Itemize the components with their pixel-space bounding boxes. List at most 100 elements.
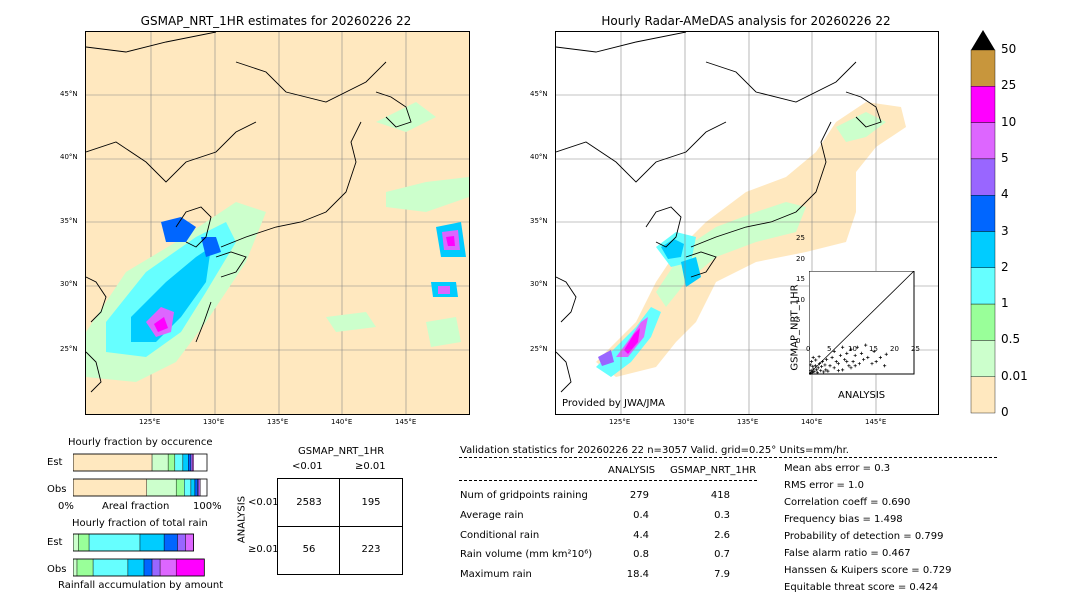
contingency-cell-hits: 223 <box>361 544 381 555</box>
stat-analysis-maximum: 18.4 <box>626 569 649 580</box>
scatter-point <box>824 368 828 372</box>
scatter-point <box>809 360 814 364</box>
colorbar-label: 5 <box>1001 150 1009 165</box>
fraction-bar-segment <box>194 478 198 497</box>
total-rain-footer: Rainfall accumulation by amount <box>58 580 224 591</box>
colorbar-label: 1 <box>1001 296 1009 311</box>
scatter-x-tick-label: 5 <box>827 345 832 353</box>
fraction-bar-segment <box>163 533 178 552</box>
scatter-point <box>819 369 823 373</box>
fraction-bar-segment <box>192 453 194 472</box>
occurrence-axis-left: 0% <box>58 501 74 512</box>
fraction-bar-segment <box>197 478 200 497</box>
scatter-point <box>830 355 834 360</box>
stat-label-conditional: Conditional rain <box>460 530 540 541</box>
left-map-title: GSMAP_NRT_1HR estimates for 20260226 22 <box>140 14 412 28</box>
radar-amedas-map[interactable]: Provided by JWA/JMA <box>555 31 939 415</box>
fraction-bar-outline <box>73 533 194 552</box>
left-lon-label-140: 140°E <box>331 418 353 426</box>
scatter-x-tick-label: 25 <box>911 345 920 353</box>
stat-analysis-conditional: 4.4 <box>633 530 649 541</box>
scatter-point <box>862 357 866 362</box>
fraction-bar-segment <box>127 558 145 577</box>
scatter-point <box>836 362 840 366</box>
scatter-point <box>857 362 861 366</box>
colorbar-swatch <box>970 376 996 414</box>
fraction-bar-segment <box>167 453 176 472</box>
occurrence-axis-right: 100% <box>193 501 222 512</box>
left-lat-label-25: 25°N <box>60 345 78 353</box>
scatter-point <box>849 347 853 351</box>
scatter-point <box>872 349 876 353</box>
left-lon-label-135: 135°E <box>267 418 289 426</box>
fraction-bar-segment <box>159 558 177 577</box>
right-lon-label-145: 145°E <box>865 418 887 426</box>
fraction-bar-segment <box>139 533 165 552</box>
occurrence-row-obs: Obs <box>47 484 67 495</box>
right-lon-label-140: 140°E <box>801 418 823 426</box>
left-lat-label-40: 40°N <box>60 153 78 161</box>
fraction-bar-segment <box>73 478 147 497</box>
fraction-bar-segment <box>190 453 193 472</box>
scatter-point <box>855 345 859 349</box>
fraction-bar-segment <box>78 533 90 552</box>
stat-gsmap-volume: 0.7 <box>714 549 730 560</box>
scatter-point <box>870 362 874 366</box>
right-lat-label-40: 40°N <box>530 153 548 161</box>
scatter-x-tick-label: 0 <box>806 345 811 353</box>
stat-label-maximum: Maximum rain <box>460 569 532 580</box>
score-frequency-bias: Frequency bias = 1.498 <box>784 514 903 525</box>
colorbar-swatch <box>970 303 996 341</box>
scatter-point <box>849 366 853 370</box>
scatter-point <box>809 371 812 375</box>
gsmap-coastlines <box>86 32 412 393</box>
scatter-point <box>853 364 857 368</box>
gsmap-map-layer <box>86 32 469 414</box>
score-rmse: RMS error = 1.0 <box>784 480 864 491</box>
fraction-occurrence-title: Hourly fraction by occurence <box>68 437 213 448</box>
total-row-est: Est <box>47 537 63 548</box>
scatter-y-tick-label: 5 <box>796 316 801 325</box>
right-lat-label-25: 25°N <box>530 345 548 353</box>
gsmap-estimate-map[interactable] <box>85 31 470 415</box>
fraction-bar-segment <box>151 558 161 577</box>
stat-analysis-average: 0.4 <box>633 510 649 521</box>
scatter-y-tick-label: 20 <box>796 254 805 263</box>
scatter-point <box>878 355 882 360</box>
scatter-point <box>845 360 849 364</box>
left-lon-label-145: 145°E <box>395 418 417 426</box>
colorbar-label: 50 <box>1001 42 1017 56</box>
scatter-y-tick-label: 25 <box>796 234 805 242</box>
scatter-point <box>843 357 847 362</box>
scatter-point <box>820 364 824 369</box>
contingency-col-lt: <0.01 <box>292 461 323 472</box>
contingency-table: 2583 195 56 223 <box>277 478 403 575</box>
scatter-x-tick-label: 10 <box>848 345 857 353</box>
fraction-bar-segment <box>73 558 78 577</box>
colorbar-swatches <box>970 49 996 414</box>
scatter-point <box>866 355 870 360</box>
colorbar-swatch <box>970 86 996 123</box>
contingency-title: GSMAP_NRT_1HR <box>298 446 385 457</box>
colorbar-label: 0 <box>1001 405 1009 419</box>
fraction-bar-segment <box>184 478 192 497</box>
fraction-bar-segment <box>73 533 79 552</box>
right-lon-label-130: 130°E <box>673 418 695 426</box>
occurrence-row-est: Est <box>47 457 63 468</box>
scatter-point <box>814 358 818 362</box>
contingency-col-ge: ≥0.01 <box>355 461 386 472</box>
scatter-point <box>809 369 813 373</box>
left-lat-label-35: 35°N <box>60 217 78 225</box>
scatter-point <box>883 364 887 368</box>
colorbar-swatch <box>970 194 996 232</box>
contingency-hline <box>278 526 402 527</box>
scatter-point <box>884 352 888 356</box>
scatter-point <box>841 345 845 349</box>
scatter-point <box>847 364 851 368</box>
scatter-point <box>834 360 838 364</box>
scatter-point <box>816 366 820 370</box>
scatter-points <box>809 271 915 375</box>
right-lon-label-125: 125°E <box>609 418 631 426</box>
scatter-point <box>864 343 868 347</box>
provider-credit: Provided by JWA/JMA <box>562 398 665 409</box>
